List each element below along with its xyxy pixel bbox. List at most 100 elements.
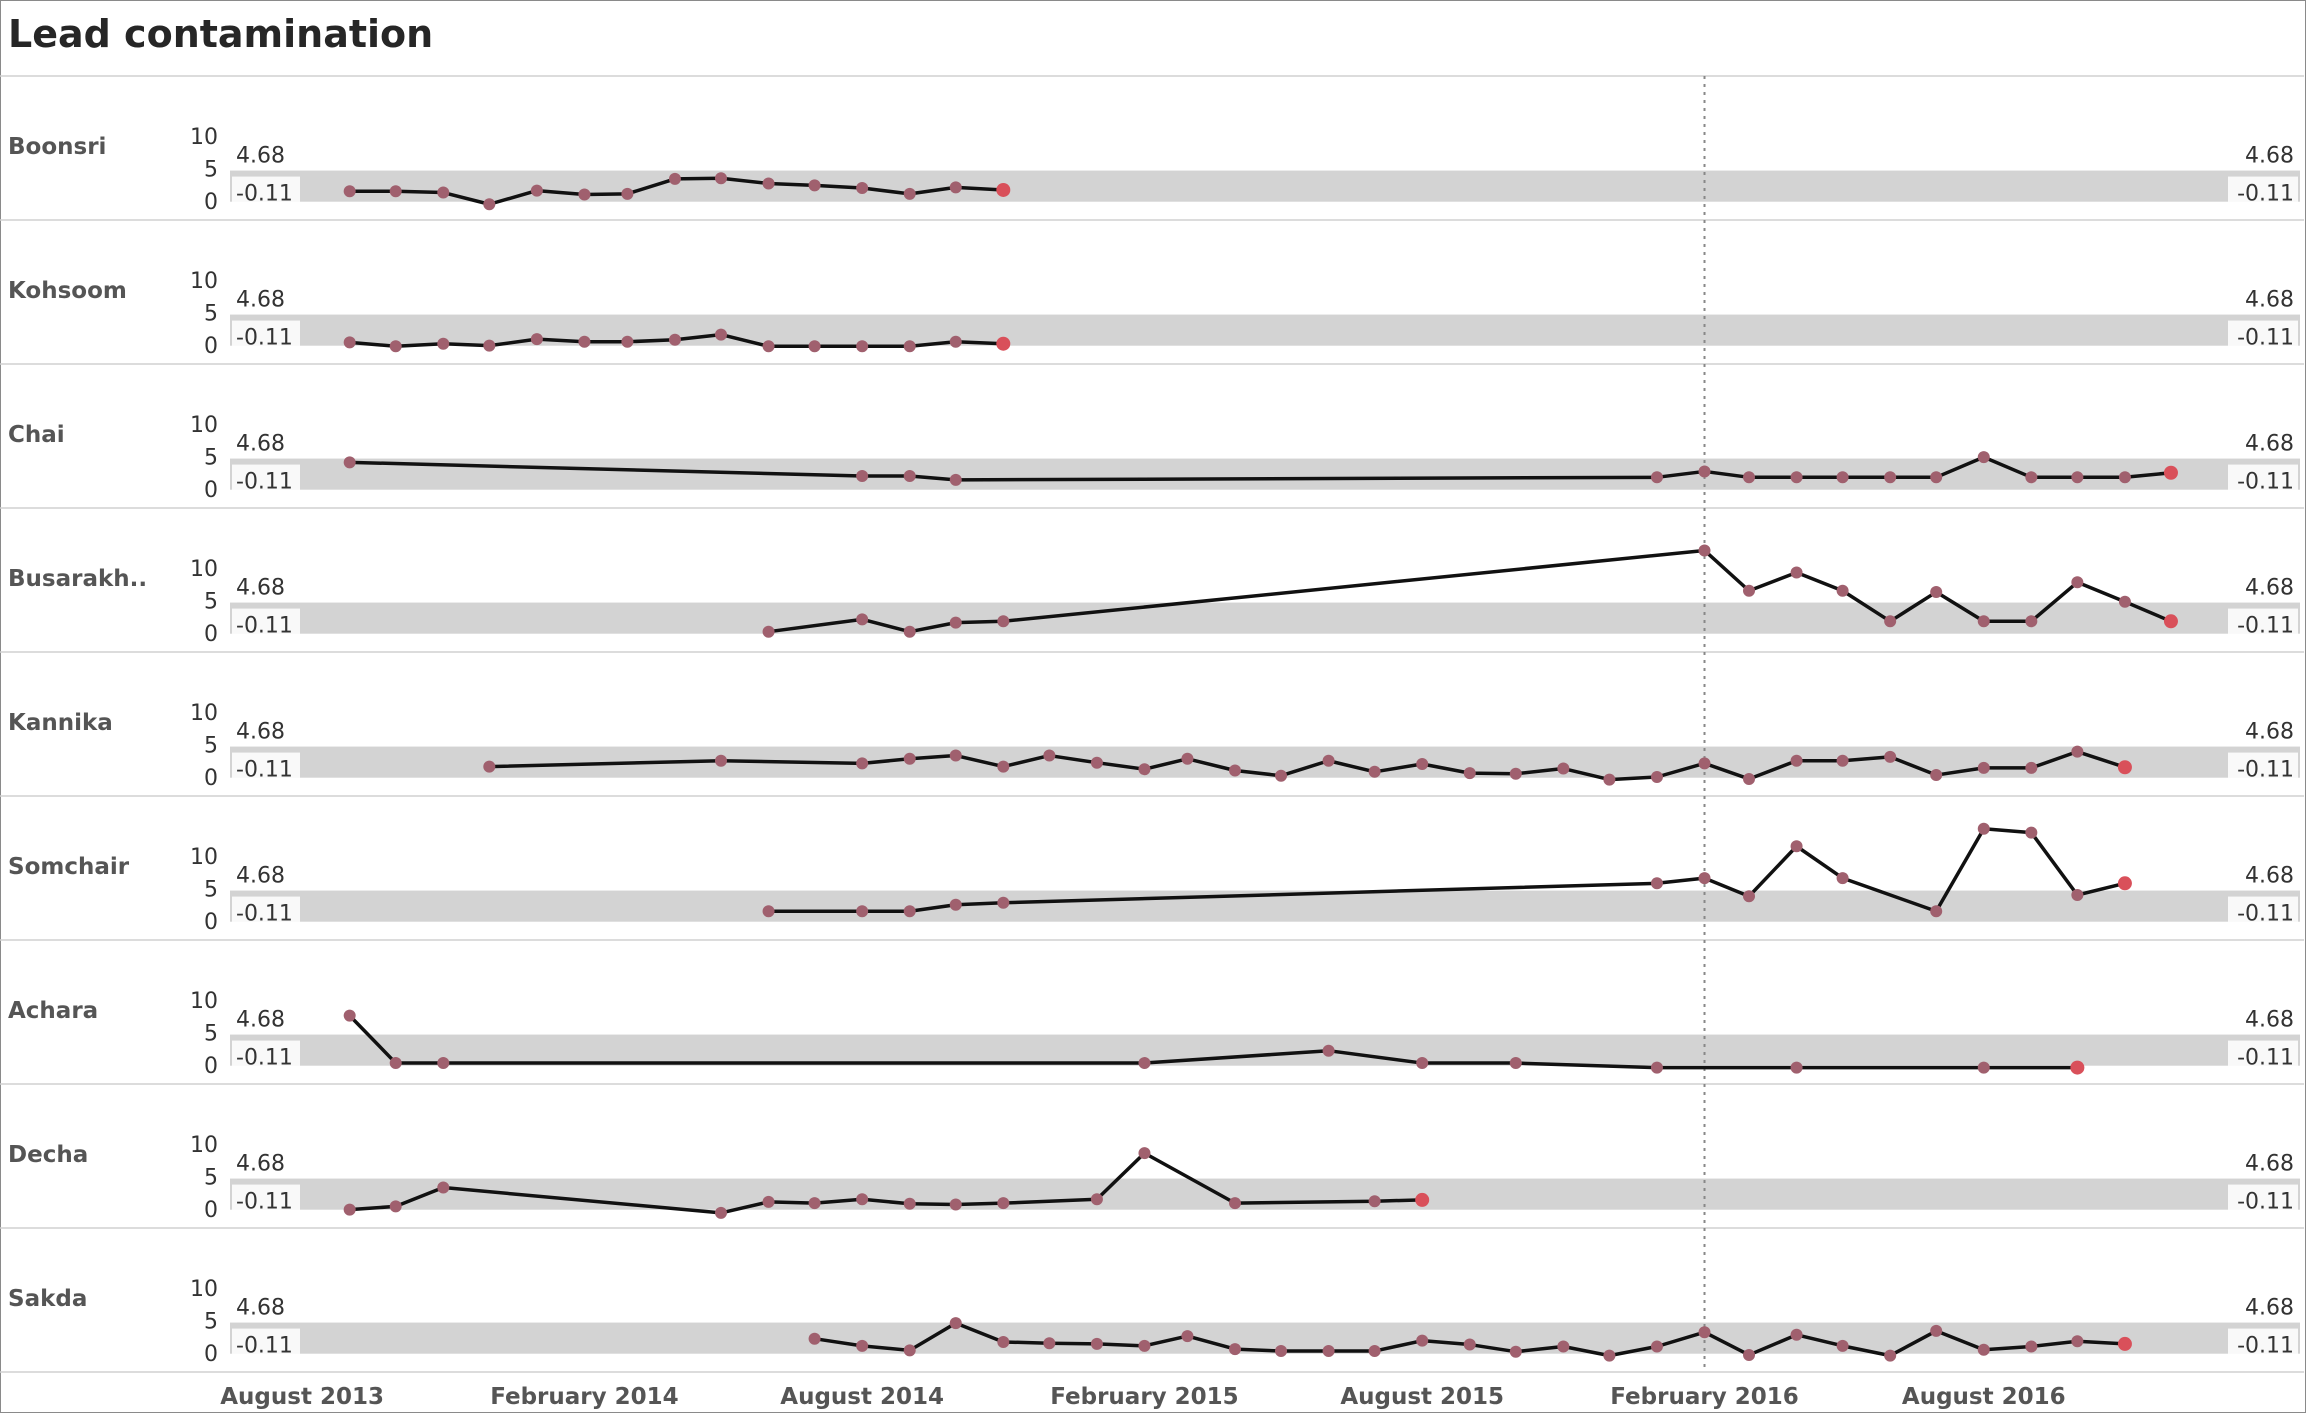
band-lower-label-bg-right xyxy=(2228,752,2298,783)
data-point xyxy=(856,1339,869,1352)
data-point xyxy=(343,336,356,349)
band-upper-label-left: 4.68 xyxy=(236,720,285,745)
y-tick-label: 0 xyxy=(204,910,218,935)
data-point xyxy=(2025,826,2038,839)
data-point xyxy=(1884,1349,1897,1362)
data-point xyxy=(1229,764,1241,777)
control-band xyxy=(230,1178,2300,1210)
band-lower-label-left: -0.11 xyxy=(236,182,293,207)
y-tick-label: 5 xyxy=(204,302,218,327)
band-upper-label-right: 4.68 xyxy=(2245,1296,2294,1321)
data-point xyxy=(1181,1330,1194,1343)
data-point xyxy=(1463,1338,1476,1351)
data-point xyxy=(578,335,591,348)
data-point xyxy=(1743,772,1756,785)
band-upper-label-left: 4.68 xyxy=(236,1152,285,1177)
data-point xyxy=(2025,761,2038,774)
data-point xyxy=(1415,1192,1430,1207)
data-point xyxy=(1368,1345,1381,1358)
data-point xyxy=(762,177,775,190)
data-point xyxy=(1743,1348,1756,1361)
data-point xyxy=(856,905,869,918)
data-point xyxy=(1181,752,1194,765)
y-tick-label: 10 xyxy=(190,269,218,294)
band-lower-label-bg-right xyxy=(2228,320,2298,351)
y-tick-label: 10 xyxy=(190,701,218,726)
data-point xyxy=(1930,471,1943,484)
band-lower-label-right: -0.11 xyxy=(2237,614,2294,639)
data-point xyxy=(1650,471,1663,484)
data-point xyxy=(1322,1044,1335,1057)
data-point xyxy=(1090,1193,1103,1206)
control-band xyxy=(230,170,2300,202)
data-point xyxy=(1043,1337,1056,1350)
data-point xyxy=(1884,471,1897,484)
data-point xyxy=(1930,1324,1943,1337)
data-point xyxy=(949,1317,962,1330)
band-lower-label-left: -0.11 xyxy=(236,1334,293,1359)
series-busarakh- xyxy=(762,544,2178,638)
data-point xyxy=(762,1195,775,1208)
data-point xyxy=(996,182,1011,197)
band-lower-label-bg-left xyxy=(232,1040,300,1071)
band-lower-label-bg-right xyxy=(2228,1184,2298,1215)
data-point xyxy=(1698,757,1711,770)
data-point xyxy=(903,625,916,638)
x-tick-label: February 2014 xyxy=(490,1384,678,1410)
data-point xyxy=(2025,471,2038,484)
row-label: Achara xyxy=(8,998,98,1024)
data-point xyxy=(1790,840,1803,853)
data-point xyxy=(343,185,356,198)
panel-somchair: Somchair 0 5 10 4.68 -0.11 4.68 -0.11 xyxy=(0,795,2304,935)
data-point xyxy=(856,470,869,482)
data-point xyxy=(1650,771,1663,783)
series-line xyxy=(489,749,2126,782)
data-point xyxy=(1977,451,1990,464)
data-point xyxy=(949,473,962,486)
data-point xyxy=(1836,754,1849,767)
data-point xyxy=(389,185,402,198)
y-tick-label: 10 xyxy=(190,125,218,150)
data-point xyxy=(1650,877,1663,890)
x-tick-label: February 2016 xyxy=(1610,1384,1798,1410)
data-point xyxy=(389,1200,402,1213)
data-point xyxy=(1743,471,1756,484)
data-point xyxy=(2071,745,2084,758)
band-upper-label-left: 4.68 xyxy=(236,1008,285,1033)
series-layer xyxy=(343,172,2178,1362)
band-upper-label-left: 4.68 xyxy=(236,576,285,601)
data-point xyxy=(1743,890,1756,903)
band-lower-label-bg-right xyxy=(2228,608,2298,639)
data-point xyxy=(621,187,634,200)
band-lower-label-right: -0.11 xyxy=(2237,758,2294,783)
band-lower-label-bg-right xyxy=(2228,1040,2298,1071)
series-line xyxy=(768,548,2172,634)
data-point xyxy=(1790,1328,1803,1341)
data-point xyxy=(1836,584,1849,597)
data-point xyxy=(997,1335,1010,1348)
band-lower-label-bg-left xyxy=(232,464,300,495)
data-point xyxy=(808,179,821,192)
data-point xyxy=(903,470,916,482)
panel-busarakh-: Busarakh.. 0 5 10 4.68 -0.11 4.68 -0.11 xyxy=(0,507,2304,647)
band-lower-label-left: -0.11 xyxy=(236,614,293,639)
row-label: Busarakh.. xyxy=(8,566,147,592)
data-point xyxy=(1930,586,1943,599)
data-point xyxy=(1138,1147,1151,1160)
data-point xyxy=(1138,763,1151,776)
x-tick-label: August 2015 xyxy=(1340,1384,1504,1410)
data-point xyxy=(714,328,727,341)
y-tick-label: 5 xyxy=(204,590,218,615)
data-point xyxy=(1368,1195,1381,1208)
data-point xyxy=(1603,773,1616,786)
data-point xyxy=(1884,615,1897,628)
band-upper-label-right: 4.68 xyxy=(2245,864,2294,889)
data-point xyxy=(1977,615,1990,628)
data-point xyxy=(343,1009,356,1022)
data-point xyxy=(2025,615,2038,628)
data-point xyxy=(1557,762,1570,775)
band-lower-label-bg-left xyxy=(232,176,300,207)
data-point xyxy=(1650,1340,1663,1353)
data-point xyxy=(1322,754,1335,767)
data-point xyxy=(1930,769,1943,782)
